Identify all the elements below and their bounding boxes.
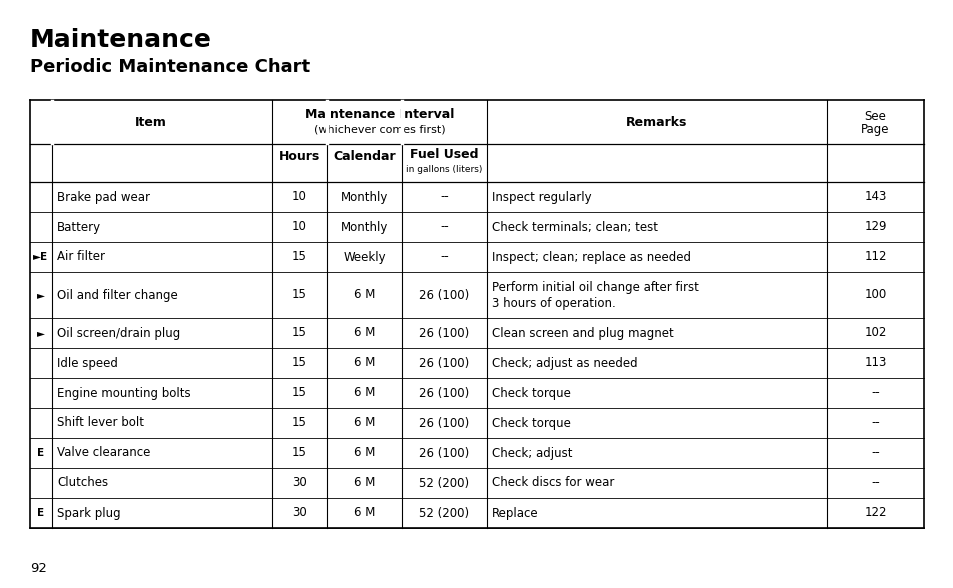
- Text: 102: 102: [863, 326, 885, 339]
- Text: Shift lever bolt: Shift lever bolt: [57, 416, 144, 429]
- Text: ►: ►: [37, 328, 45, 338]
- Text: 122: 122: [863, 506, 886, 520]
- Text: 6 M: 6 M: [354, 446, 375, 459]
- Text: 6 M: 6 M: [354, 289, 375, 302]
- Text: Monthly: Monthly: [340, 220, 388, 233]
- Text: Perform initial oil change after first: Perform initial oil change after first: [492, 280, 699, 293]
- Text: Check discs for wear: Check discs for wear: [492, 476, 614, 489]
- Text: Engine mounting bolts: Engine mounting bolts: [57, 386, 191, 399]
- Text: 129: 129: [863, 220, 886, 233]
- Text: Air filter: Air filter: [57, 250, 105, 263]
- Text: E: E: [37, 448, 45, 458]
- Text: 15: 15: [292, 326, 307, 339]
- Text: Calendar: Calendar: [333, 151, 395, 163]
- Text: --: --: [439, 250, 449, 263]
- Text: Page: Page: [861, 122, 889, 135]
- Text: ►E: ►E: [33, 252, 49, 262]
- Text: --: --: [439, 191, 449, 203]
- Text: 6 M: 6 M: [354, 416, 375, 429]
- Text: Remarks: Remarks: [626, 115, 687, 129]
- Text: 26 (100): 26 (100): [419, 416, 469, 429]
- Text: Check torque: Check torque: [492, 386, 570, 399]
- Text: E: E: [37, 508, 45, 518]
- Text: 26 (100): 26 (100): [419, 326, 469, 339]
- Text: 30: 30: [292, 506, 307, 520]
- Text: Weekly: Weekly: [343, 250, 385, 263]
- Text: Inspect; clean; replace as needed: Inspect; clean; replace as needed: [492, 250, 690, 263]
- Text: 143: 143: [863, 191, 885, 203]
- Text: 52 (200): 52 (200): [419, 506, 469, 520]
- Text: Clean screen and plug magnet: Clean screen and plug magnet: [492, 326, 673, 339]
- Text: --: --: [870, 446, 879, 459]
- Text: Maintenance: Maintenance: [30, 28, 212, 52]
- Text: 6 M: 6 M: [354, 356, 375, 369]
- Text: Item: Item: [135, 115, 167, 129]
- Text: 10: 10: [292, 220, 307, 233]
- Text: 26 (100): 26 (100): [419, 356, 469, 369]
- Text: Idle speed: Idle speed: [57, 356, 118, 369]
- Text: Replace: Replace: [492, 506, 538, 520]
- Text: --: --: [870, 476, 879, 489]
- Text: Valve clearance: Valve clearance: [57, 446, 151, 459]
- Text: Check torque: Check torque: [492, 416, 570, 429]
- Text: 30: 30: [292, 476, 307, 489]
- Text: Monthly: Monthly: [340, 191, 388, 203]
- Text: Hours: Hours: [278, 151, 320, 163]
- Text: 15: 15: [292, 289, 307, 302]
- Text: Spark plug: Spark plug: [57, 506, 120, 520]
- Text: --: --: [439, 220, 449, 233]
- Text: Clutches: Clutches: [57, 476, 108, 489]
- Text: 15: 15: [292, 250, 307, 263]
- Text: 6 M: 6 M: [354, 506, 375, 520]
- Text: 112: 112: [863, 250, 886, 263]
- Text: Oil and filter change: Oil and filter change: [57, 289, 177, 302]
- Text: See: See: [863, 109, 885, 122]
- Text: Check; adjust: Check; adjust: [492, 446, 572, 459]
- Text: 15: 15: [292, 446, 307, 459]
- Text: 6 M: 6 M: [354, 386, 375, 399]
- Text: Check terminals; clean; test: Check terminals; clean; test: [492, 220, 658, 233]
- Text: 92: 92: [30, 562, 47, 575]
- Text: 10: 10: [292, 191, 307, 203]
- Text: Check; adjust as needed: Check; adjust as needed: [492, 356, 637, 369]
- Text: 15: 15: [292, 386, 307, 399]
- Text: (whichever comes first): (whichever comes first): [314, 125, 445, 135]
- Text: 15: 15: [292, 356, 307, 369]
- Text: 26 (100): 26 (100): [419, 289, 469, 302]
- Text: 52 (200): 52 (200): [419, 476, 469, 489]
- Text: Maintenance Interval: Maintenance Interval: [305, 109, 454, 122]
- Text: Oil screen/drain plug: Oil screen/drain plug: [57, 326, 180, 339]
- Text: 113: 113: [863, 356, 885, 369]
- Text: ►: ►: [37, 290, 45, 300]
- Text: Battery: Battery: [57, 220, 101, 233]
- Text: Periodic Maintenance Chart: Periodic Maintenance Chart: [30, 58, 310, 76]
- Text: --: --: [870, 386, 879, 399]
- Text: Fuel Used: Fuel Used: [410, 149, 478, 162]
- Text: --: --: [870, 416, 879, 429]
- Text: 3 hours of operation.: 3 hours of operation.: [492, 296, 615, 309]
- Text: Inspect regularly: Inspect regularly: [492, 191, 591, 203]
- Text: 6 M: 6 M: [354, 326, 375, 339]
- Text: 26 (100): 26 (100): [419, 386, 469, 399]
- Text: Brake pad wear: Brake pad wear: [57, 191, 150, 203]
- Text: 100: 100: [863, 289, 885, 302]
- Text: 6 M: 6 M: [354, 476, 375, 489]
- Text: in gallons (liters): in gallons (liters): [406, 165, 482, 175]
- Text: 15: 15: [292, 416, 307, 429]
- Text: 26 (100): 26 (100): [419, 446, 469, 459]
